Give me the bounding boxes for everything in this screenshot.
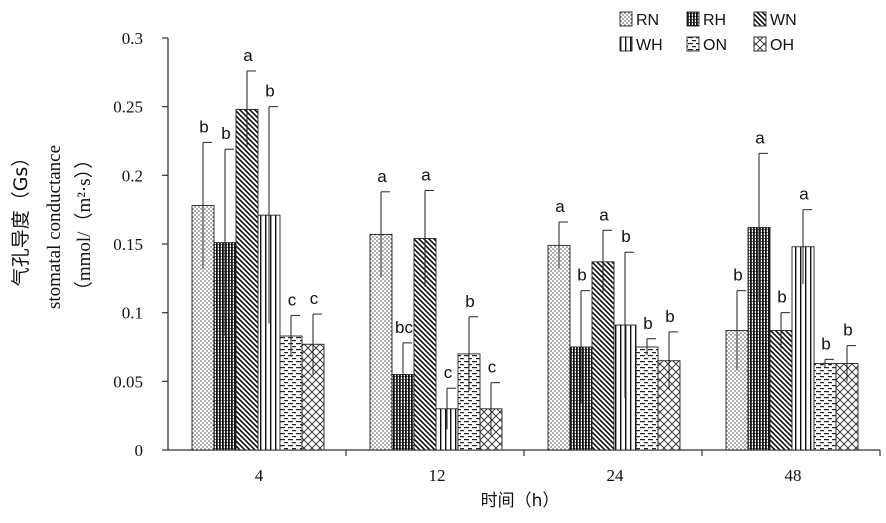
significance-letter: b <box>577 266 586 285</box>
legend: RN RH WN WH ON OH <box>619 11 797 54</box>
legend-label-rn: RN <box>636 12 659 29</box>
x-tick-label: 4 <box>255 466 264 485</box>
y-axis-title-en: stomatal conductance <box>44 145 65 309</box>
significance-letter: a <box>421 165 431 184</box>
y-tick-label: 0.2 <box>122 166 143 185</box>
y-tick-label: 0.15 <box>113 235 143 254</box>
significance-letter: b <box>665 307 674 326</box>
significance-letter: a <box>755 128 765 147</box>
significance-letter: b <box>733 266 742 285</box>
legend-swatch-wh <box>619 36 633 52</box>
significance-letter: b <box>843 321 852 340</box>
bar-on-48 <box>813 363 837 451</box>
legend-label-wh: WH <box>636 37 663 54</box>
legend-label-rh: RH <box>703 12 726 29</box>
significance-letter: c <box>488 358 497 377</box>
significance-letter: a <box>599 205 609 224</box>
significance-letter: b <box>821 334 830 353</box>
legend-swatch-rh <box>686 11 700 27</box>
legend-label-wn: WN <box>770 12 797 29</box>
y-tick-label: 0.05 <box>113 372 143 391</box>
x-tick-label: 48 <box>785 466 802 485</box>
significance-letter: a <box>799 185 809 204</box>
significance-letter: a <box>555 197 565 216</box>
significance-letter: b <box>621 227 630 246</box>
legend-swatch-wn <box>753 11 767 27</box>
bars-layer <box>191 70 859 451</box>
significance-letter: b <box>221 124 230 143</box>
y-tick-label: 0.3 <box>122 29 143 48</box>
y-tick-label: 0.1 <box>122 304 143 323</box>
bar-wn-48 <box>769 330 793 451</box>
significance-letter: c <box>310 289 319 308</box>
significance-letter: b <box>777 288 786 307</box>
significance-letter: a <box>243 46 253 65</box>
y-axis-title: 气孔导度（Gs） stomatal conductance （mmol/（m²·… <box>10 145 95 309</box>
bar-wn-4 <box>235 108 259 451</box>
y-tick-label: 0.25 <box>113 98 143 117</box>
significance-letter: c <box>444 363 453 382</box>
legend-label-on: ON <box>703 37 727 54</box>
x-tick-label: 12 <box>429 466 446 485</box>
bar-on-24 <box>635 346 659 451</box>
significance-letter: a <box>377 167 387 186</box>
legend-swatch-oh <box>753 36 767 52</box>
y-axis-title-unit: （mmol/（m²·s）） <box>73 150 95 300</box>
significance-letter: b <box>265 82 274 101</box>
legend-label-oh: OH <box>770 37 794 54</box>
y-axis-title-cn: 气孔导度（Gs） <box>10 148 32 287</box>
significance-letter: bc <box>395 318 413 337</box>
y-tick-label: 0 <box>135 441 144 460</box>
legend-swatch-rn <box>619 11 633 27</box>
axes: 0 0.05 0.1 0.15 0.2 0.25 0.3 4 12 24 48 <box>113 29 881 485</box>
significance-letter: b <box>199 117 208 136</box>
significance-letter: b <box>643 314 652 333</box>
x-tick-label: 24 <box>607 466 625 485</box>
significance-letter: b <box>465 292 474 311</box>
legend-swatch-on <box>686 36 700 52</box>
bar-rn-24 <box>547 244 571 451</box>
significance-letter: c <box>288 290 297 309</box>
x-axis-title: 时间（h） <box>481 491 560 511</box>
